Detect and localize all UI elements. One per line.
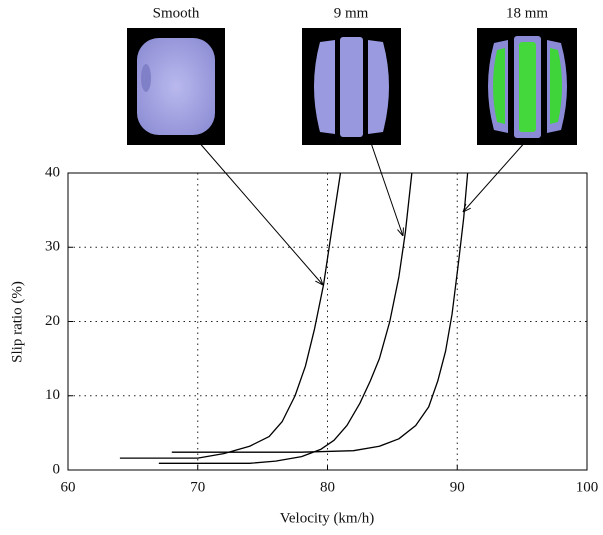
arrow: [370, 140, 403, 236]
y-tick-label: 10: [45, 387, 60, 403]
x-axis-label: Velocity (km/h): [280, 510, 375, 526]
y-axis-label: Slip ratio (%): [9, 281, 25, 363]
footprint-smooth: [127, 28, 225, 145]
footprint-9mm: [302, 28, 401, 145]
arrow: [463, 140, 527, 212]
y-tick-label: 0: [53, 461, 61, 477]
y-tick-label: 40: [45, 164, 60, 180]
data-line: [120, 173, 341, 458]
arrow: [197, 140, 323, 285]
footprint-18mm: [477, 28, 577, 145]
series-label: 9 mm: [334, 5, 369, 21]
series-label: 18 mm: [506, 5, 548, 21]
series-label: Smooth: [153, 5, 200, 21]
page: {"chart_data": {"type": "line", "x_label…: [0, 0, 603, 535]
data-line: [159, 173, 412, 463]
x-tick-label: 80: [320, 479, 335, 495]
chart: Smooth 9 mm 18 mm Velocity (km/h) Slip r…: [0, 0, 603, 535]
x-tick-label: 100: [576, 479, 599, 495]
y-tick-label: 30: [45, 239, 60, 255]
x-tick-label: 60: [61, 479, 76, 495]
x-tick-label: 90: [450, 479, 465, 495]
data-line: [172, 173, 468, 452]
x-tick-label: 70: [190, 479, 205, 495]
y-tick-label: 20: [45, 313, 60, 329]
